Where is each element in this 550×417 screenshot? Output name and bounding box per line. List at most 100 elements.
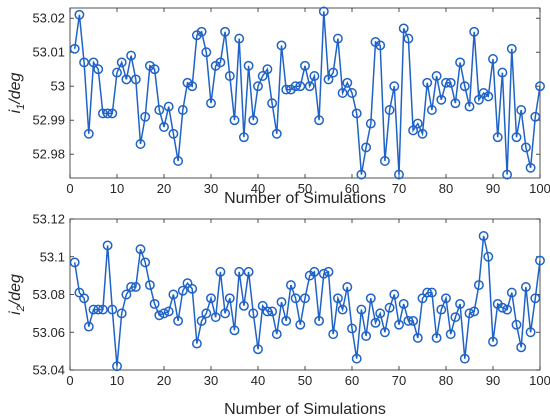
data-point	[497, 302, 508, 313]
data-point	[130, 74, 141, 85]
data-point	[159, 122, 169, 132]
data-point	[431, 71, 442, 81]
data-point	[234, 33, 245, 44]
data-point	[379, 327, 390, 338]
data-point	[361, 142, 372, 153]
data-point	[506, 287, 517, 298]
data-point	[361, 331, 372, 341]
data-point	[135, 139, 146, 149]
data-point	[478, 231, 489, 241]
data-point	[412, 118, 423, 129]
data-point	[267, 98, 278, 109]
data-point	[253, 81, 263, 92]
data-point	[328, 67, 339, 78]
x-tick-label: 100	[529, 181, 550, 196]
data-point	[351, 108, 362, 119]
data-point	[516, 342, 527, 353]
data-point	[253, 344, 263, 355]
data-point	[69, 43, 80, 54]
data-point	[271, 329, 282, 340]
data-point	[502, 304, 513, 315]
data-point	[83, 321, 94, 332]
data-point	[295, 319, 306, 330]
data-point	[262, 64, 273, 75]
data-point	[332, 293, 343, 304]
x-tick-label: 40	[251, 181, 265, 196]
data-point	[102, 240, 113, 251]
data-point	[525, 327, 536, 338]
data-point	[206, 98, 216, 109]
data-point	[144, 280, 155, 291]
data-point	[445, 77, 456, 88]
data-point	[314, 115, 325, 126]
data-point	[173, 315, 184, 326]
data-point	[323, 266, 334, 277]
data-point	[210, 312, 221, 323]
data-point	[187, 283, 198, 294]
data-point	[483, 91, 494, 102]
data-point	[337, 304, 348, 315]
data-point	[215, 266, 226, 277]
series-line	[73, 235, 541, 367]
series-line	[73, 11, 541, 175]
data-point	[431, 332, 442, 343]
data-point	[488, 336, 498, 347]
data-point	[285, 280, 296, 291]
data-point	[116, 308, 127, 319]
data-point	[248, 115, 259, 126]
data-point	[257, 71, 268, 81]
x-tick-label: 20	[157, 181, 171, 196]
data-point	[93, 64, 104, 75]
data-point	[168, 128, 179, 139]
data-point	[469, 306, 480, 317]
data-point	[229, 115, 240, 126]
data-point	[488, 54, 498, 64]
data-point	[196, 315, 207, 326]
y-tick-label: 53	[51, 79, 65, 94]
data-point	[469, 26, 480, 37]
data-point	[243, 60, 254, 71]
data-point	[412, 332, 423, 343]
data-point	[408, 125, 419, 136]
data-point	[220, 26, 231, 37]
x-tick-label: 40	[251, 373, 265, 388]
y-tick-label: 53.08	[32, 287, 65, 302]
y-tick-label: 53.06	[32, 325, 65, 340]
data-point	[417, 128, 428, 139]
data-point	[473, 94, 484, 105]
x-tick-label: 30	[204, 373, 218, 388]
data-point	[520, 142, 531, 153]
data-point	[163, 306, 174, 317]
data-point	[520, 282, 531, 292]
data-point	[191, 338, 202, 349]
data-point	[300, 293, 310, 304]
y-axis-label: i1/deg	[7, 72, 27, 113]
data-point	[116, 57, 127, 68]
data-point	[426, 105, 437, 115]
data-point	[309, 71, 320, 81]
data-point	[229, 325, 240, 336]
data-point	[365, 293, 376, 304]
data-point	[234, 266, 245, 277]
data-point	[379, 156, 390, 166]
data-point	[88, 57, 99, 68]
data-point	[309, 266, 320, 277]
y-tick-label: 53.01	[32, 45, 65, 60]
data-point	[356, 169, 367, 180]
data-point	[464, 308, 475, 319]
data-point	[290, 293, 301, 304]
data-point	[441, 293, 451, 304]
data-point	[107, 108, 118, 119]
data-point	[398, 23, 409, 34]
x-axis-label: Number of Simulations	[224, 190, 386, 207]
data-point	[445, 329, 456, 340]
data-point	[375, 40, 386, 51]
data-point	[455, 298, 466, 309]
data-point	[83, 128, 94, 139]
data-point	[351, 353, 362, 364]
data-point	[459, 353, 470, 364]
data-point	[149, 298, 160, 309]
x-tick-label: 70	[392, 181, 406, 196]
data-point	[126, 50, 137, 61]
data-point	[318, 6, 329, 17]
